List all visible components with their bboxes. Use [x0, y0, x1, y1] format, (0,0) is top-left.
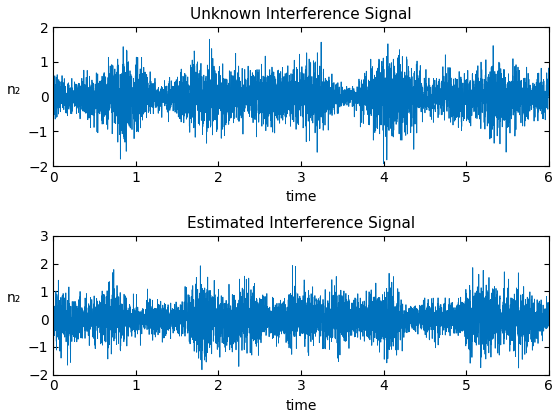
Y-axis label: n₂: n₂	[7, 83, 21, 97]
Title: Unknown Interference Signal: Unknown Interference Signal	[190, 7, 412, 22]
Y-axis label: n₂: n₂	[7, 291, 21, 305]
X-axis label: time: time	[285, 190, 316, 205]
X-axis label: time: time	[285, 399, 316, 413]
Title: Estimated Interference Signal: Estimated Interference Signal	[187, 215, 415, 231]
